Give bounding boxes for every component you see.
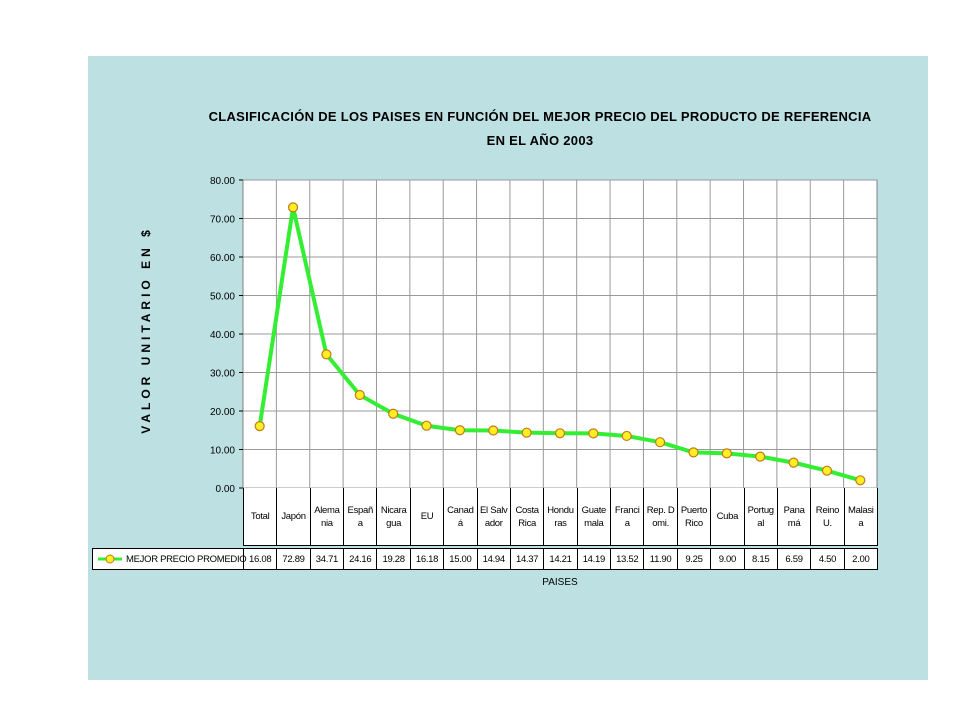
category-label: Costa Rica	[509, 488, 545, 546]
category-label: Canadá	[443, 488, 478, 546]
data-point	[554, 428, 566, 439]
data-label: 9.25	[676, 548, 712, 570]
y-tick-label: 50.00	[210, 292, 235, 303]
data-label: 14.37	[509, 548, 545, 570]
data-point	[855, 475, 866, 486]
data-label: 8.15	[743, 548, 778, 570]
y-tick-label: 20.00	[210, 407, 235, 418]
data-point	[488, 425, 499, 436]
data-point	[454, 425, 465, 436]
y-tick-label: 30.00	[210, 369, 235, 380]
data-label: 13.52	[610, 548, 645, 570]
data-point	[821, 465, 833, 476]
data-point	[321, 349, 332, 360]
y-tick-label: 80.00	[210, 176, 235, 187]
data-label: 15.00	[443, 548, 478, 570]
data-label: 34.71	[309, 548, 345, 570]
y-tick-label: 40.00	[210, 330, 235, 341]
data-label: 6.59	[776, 548, 812, 570]
category-label: Japón	[276, 488, 311, 546]
category-label: Nicaragua	[376, 488, 411, 546]
chart-subtitle: EN EL AÑO 2003	[486, 133, 594, 148]
category-label: Total	[243, 488, 278, 546]
data-label: 2.00	[843, 548, 878, 570]
data-point	[721, 448, 732, 459]
data-point	[354, 389, 365, 401]
x-axis-label: PAISES	[542, 577, 578, 588]
data-label: 24.16	[343, 548, 378, 570]
data-point	[521, 427, 532, 438]
category-label: Francia	[610, 488, 645, 546]
chart-title: CLASIFICACIÓN DE LOS PAISES EN FUNCIÓN D…	[208, 109, 872, 124]
category-label: Honduras	[543, 488, 578, 546]
data-label: 9.00	[710, 548, 745, 570]
category-label: Rep. Domi.	[643, 488, 678, 546]
data-point	[287, 202, 299, 213]
data-label: 72.89	[276, 548, 311, 570]
data-point	[755, 451, 766, 462]
category-label: Malasia	[843, 488, 878, 546]
category-label: Puerto Rico	[676, 488, 712, 546]
category-label: EU	[409, 488, 445, 546]
data-point	[421, 420, 432, 431]
data-point	[588, 428, 599, 439]
data-point	[621, 430, 632, 442]
y-tick-label: 60.00	[210, 253, 235, 264]
category-label: Guatemala	[576, 488, 612, 546]
data-point	[388, 408, 399, 419]
category-label: Panamá	[776, 488, 812, 546]
y-tick-label: 70.00	[210, 215, 235, 226]
legend-label: MEJOR PRECIO PROMEDIO	[126, 553, 247, 565]
legend-swatch	[98, 554, 122, 564]
data-label: 16.18	[409, 548, 445, 570]
legend-entry: MEJOR PRECIO PROMEDIO	[92, 548, 247, 570]
data-label: 16.08	[243, 548, 278, 570]
data-point	[788, 457, 799, 468]
data-label: 14.94	[476, 548, 511, 570]
data-point	[688, 447, 699, 458]
data-label: 19.28	[376, 548, 411, 570]
data-point	[655, 437, 666, 448]
y-tick-label: 10.00	[210, 446, 235, 457]
category-label: Reino U.	[810, 488, 845, 546]
data-label: 14.19	[576, 548, 612, 570]
data-label: 4.50	[810, 548, 845, 570]
category-label: El Salvador	[476, 488, 511, 546]
y-tick-label: 0.00	[216, 484, 236, 495]
category-label: España	[343, 488, 378, 546]
category-label: Cuba	[710, 488, 745, 546]
category-label: Alemania	[309, 488, 345, 546]
data-label: 11.90	[643, 548, 678, 570]
category-label: Portugal	[743, 488, 778, 546]
data-label: 14.21	[543, 548, 578, 570]
data-point	[254, 420, 265, 432]
